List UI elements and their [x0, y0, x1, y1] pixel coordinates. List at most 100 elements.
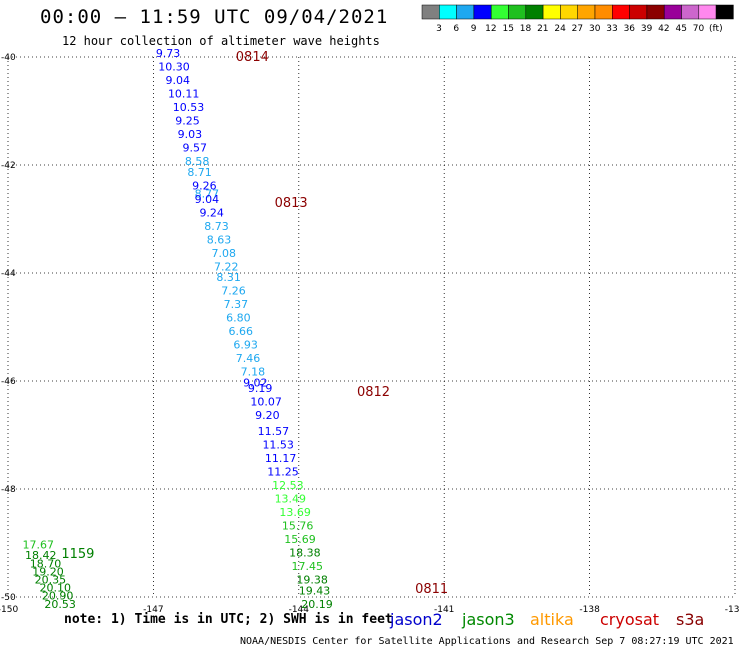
- swh-label: 6.66: [229, 325, 254, 338]
- colorbar-label: 45: [675, 24, 686, 34]
- swh-label: 7.37: [224, 298, 249, 311]
- legend-jason2: jason2: [390, 610, 443, 629]
- colorbar-swatch: [663, 4, 682, 20]
- colorbar-swatch: [542, 4, 561, 20]
- swh-label: 17.45: [292, 560, 324, 573]
- swh-label: 18.70: [30, 557, 61, 570]
- lon-tick-label: -135: [725, 605, 740, 615]
- swh-label: 20.10: [40, 582, 72, 595]
- swh-label: 19.43: [299, 584, 331, 597]
- swh-label: 9.03: [178, 128, 203, 141]
- swh-label: 9.19: [248, 382, 273, 395]
- pass-time-label: 0812: [357, 385, 390, 400]
- swh-label: 9.24: [199, 206, 224, 219]
- colorbar-swatch: [560, 4, 578, 20]
- legend-cryosat: cryosat: [600, 610, 660, 629]
- swh-label: 11.57: [258, 425, 290, 438]
- colorbar-swatch: [612, 4, 630, 20]
- colorbar-swatch: [525, 4, 544, 20]
- swh-label: 20.90: [42, 590, 74, 603]
- swh-label: 9.26: [192, 179, 217, 192]
- colorbar-swatch: [629, 4, 648, 20]
- swh-label: 11.17: [265, 452, 297, 465]
- swh-label: 19.20: [32, 565, 64, 578]
- lon-tick-label: -141: [434, 605, 454, 615]
- colorbar-label: 18: [520, 24, 532, 34]
- swh-label: 7.46: [236, 352, 261, 365]
- swh-label: 8.31: [216, 271, 241, 284]
- swh-label: 20.35: [35, 574, 66, 587]
- colorbar-swatch: [490, 4, 509, 20]
- lon-tick-label: -138: [579, 605, 600, 615]
- colorbar-swatch: [456, 4, 475, 20]
- lat-tick-label: -50: [1, 593, 16, 603]
- swh-label: 9.04: [195, 193, 220, 206]
- swh-label: 17.67: [23, 538, 55, 551]
- colorbar-label: 21: [537, 24, 548, 34]
- pass-time-label: 0814: [236, 50, 269, 65]
- swh-label: 7.18: [241, 366, 266, 379]
- swh-label: 7.26: [221, 285, 246, 298]
- swh-label: 19.38: [296, 574, 328, 587]
- lat-tick-label: -44: [1, 269, 16, 279]
- lon-tick-label: -150: [0, 605, 18, 615]
- colorbar-label: 42: [658, 24, 669, 34]
- swh-label: 20.19: [301, 598, 333, 611]
- colorbar-label: 39: [641, 24, 653, 34]
- colorbar-label: 33: [606, 24, 617, 34]
- colorbar-swatch: [715, 4, 734, 20]
- colorbar-label: (ft): [709, 24, 723, 34]
- lon-tick-label: -147: [143, 605, 163, 615]
- colorbar-swatch: [681, 4, 700, 20]
- swh-label: 8.63: [207, 233, 232, 246]
- swh-label: 8.73: [204, 220, 229, 233]
- colorbar-label: 27: [572, 24, 583, 34]
- legend-s3a: s3a: [676, 610, 705, 629]
- swh-label: 8.77: [195, 187, 220, 200]
- swh-label: 7.22: [214, 260, 239, 273]
- swh-label: 18.42: [25, 549, 57, 562]
- lat-tick-label: -48: [1, 485, 16, 495]
- colorbar-label: 15: [502, 24, 513, 34]
- colorbar-label: 70: [693, 24, 705, 34]
- colorbar-swatch: [421, 4, 440, 20]
- lon-tick-label: -144: [289, 605, 310, 615]
- footer-note: note: 1) Time is in UTC; 2) SWH is in fe…: [64, 612, 393, 627]
- colorbar-swatch: [698, 4, 717, 20]
- colorbar-label: 24: [554, 24, 566, 34]
- swh-label: 15.69: [284, 533, 316, 546]
- lat-tick-label: -40: [1, 53, 16, 63]
- pass-time-label: 0811: [415, 582, 448, 597]
- swh-label: 13.69: [279, 506, 311, 519]
- colorbar-label: 36: [624, 24, 636, 34]
- swh-label: 9.20: [255, 409, 280, 422]
- swh-label: 10.30: [158, 61, 190, 74]
- colorbar-label: 3: [436, 24, 442, 34]
- colorbar-label: 12: [485, 24, 496, 34]
- page-subtitle: 12 hour collection of altimeter wave hei…: [62, 34, 380, 48]
- swh-label: 6.93: [233, 339, 258, 352]
- colorbar-label: 9: [471, 24, 477, 34]
- swh-label: 9.02: [243, 376, 268, 389]
- swh-label: 8.71: [187, 166, 212, 179]
- swh-label: 10.11: [168, 88, 200, 101]
- swh-label: 15.76: [282, 520, 314, 533]
- swh-label: 11.53: [262, 439, 294, 452]
- swh-label: 11.25: [267, 466, 299, 479]
- swh-label: 10.07: [250, 395, 281, 408]
- colorbar-swatch: [646, 4, 665, 20]
- credit-line: NOAA/NESDIS Center for Satellite Applica…: [240, 636, 734, 647]
- swh-label: 9.57: [182, 142, 207, 155]
- lat-tick-label: -42: [1, 161, 16, 171]
- pass-time-label: 1159: [61, 547, 94, 562]
- swh-label: 7.08: [212, 247, 237, 260]
- legend-altika: altika: [530, 610, 574, 629]
- legend-jason3: jason3: [462, 610, 515, 629]
- colorbar-swatch: [594, 4, 613, 20]
- swh-label: 9.04: [166, 74, 191, 87]
- page-title: 00:00 – 11:59 UTC 09/04/2021: [40, 6, 389, 28]
- swh-label: 18.38: [289, 547, 321, 560]
- swh-label: 10.53: [173, 101, 205, 114]
- colorbar-swatch: [473, 4, 492, 20]
